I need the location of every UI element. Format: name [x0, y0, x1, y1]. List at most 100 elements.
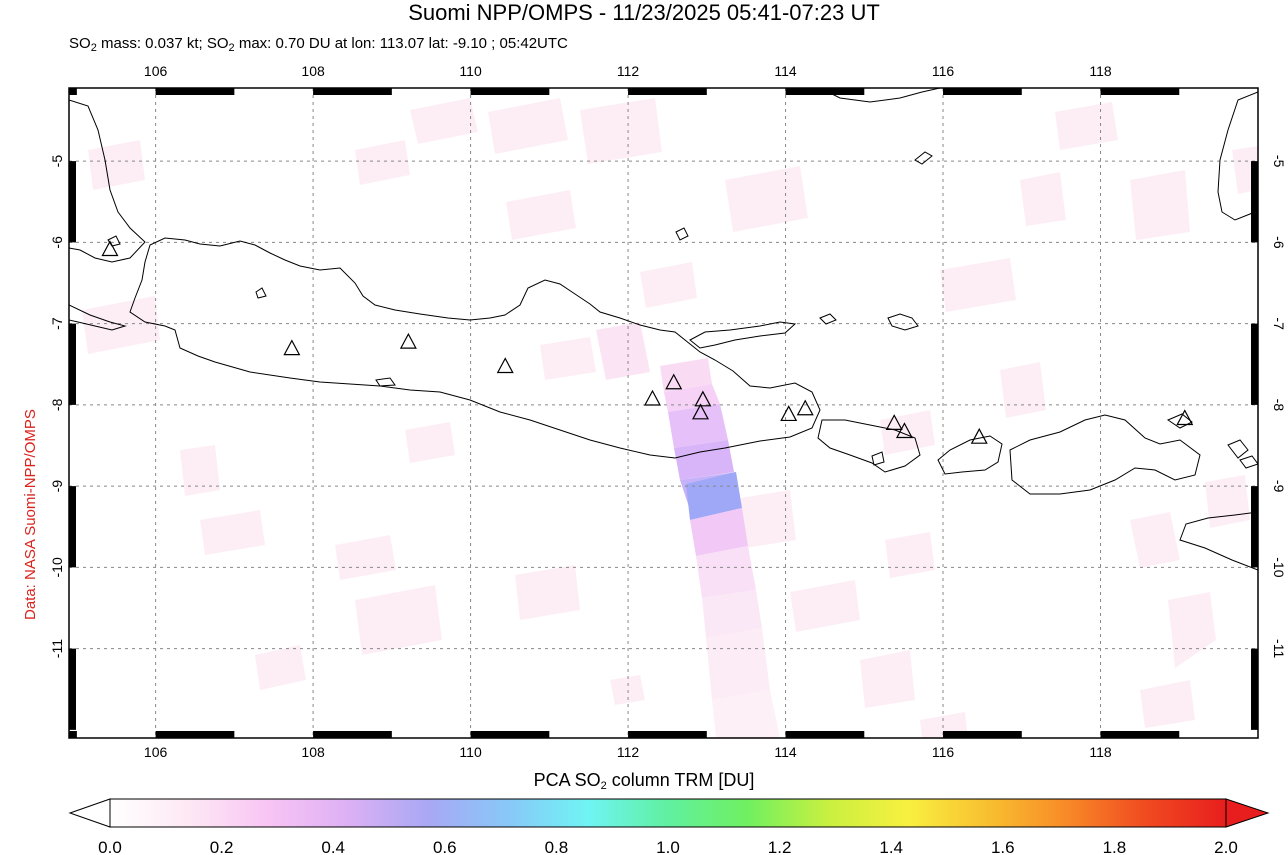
- so2-pixel: [668, 404, 728, 448]
- so2-pixel: [1168, 592, 1216, 668]
- so2-pixel: [506, 190, 576, 240]
- so2-pixel: [640, 262, 697, 308]
- kangean-island: [887, 313, 919, 331]
- small-island: [1166, 413, 1193, 429]
- volcano-marker: [101, 240, 119, 257]
- lon-label-top: 118: [1089, 63, 1112, 79]
- frame-band-bottom: [785, 731, 865, 738]
- so2-pixel: [702, 590, 762, 638]
- java-coastline: [129, 237, 821, 459]
- so2-pixel: [860, 650, 915, 708]
- lat-label-right: -9: [1271, 480, 1287, 493]
- bali-coastline: [817, 419, 921, 473]
- frame-band-bottom: [1100, 731, 1180, 738]
- frame-band-bottom: [943, 731, 1022, 738]
- frame-band-bottom: [155, 731, 235, 738]
- frame-band-left: [69, 323, 76, 405]
- so2-pixel: [1055, 102, 1118, 150]
- small-island: [1239, 455, 1258, 469]
- small-island: [375, 377, 396, 387]
- bawean-island: [675, 227, 689, 241]
- lon-label-bottom: 106: [144, 744, 168, 760]
- so2-pixel: [355, 140, 410, 185]
- volcano-marker: [692, 403, 710, 420]
- so2-pixel: [880, 410, 935, 455]
- so2-pixel: [660, 358, 712, 392]
- volcano-marker: [496, 357, 514, 374]
- so2-pixel: [88, 140, 145, 190]
- so2-pixel: [410, 98, 478, 144]
- frame-band-right: [1251, 323, 1258, 405]
- so2-pixel: [706, 628, 770, 700]
- frame-band-top: [69, 88, 77, 95]
- latitude-labels: -5 -5 -6 -6 -7 -7 -8 -8 -9 -9 -10 -10 -11 -11: [49, 155, 1287, 659]
- colorbar-tick-labels: 0.0 0.2 0.4 0.6 0.8 1.0 1.2 1.4 1.6 1.8 2.0: [98, 838, 1238, 855]
- so2-pixel: [674, 440, 734, 480]
- lat-label-left: -6: [49, 236, 65, 249]
- frame-band-bottom: [313, 731, 392, 738]
- frame-band-right: [1251, 161, 1258, 243]
- volcano-marker: [970, 427, 988, 444]
- volcano-marker: [780, 405, 798, 422]
- so2-pixel: [200, 510, 265, 555]
- lon-label-bottom: 112: [617, 744, 640, 760]
- colorbar-tick-label: 1.2: [768, 838, 792, 855]
- lat-label-left: -7: [49, 317, 65, 330]
- madura-coastline: [689, 321, 797, 349]
- so2-pixel: [596, 322, 650, 380]
- lat-label-left: -8: [49, 398, 65, 411]
- so2-pixel: [255, 645, 306, 690]
- so2-pixel: [335, 535, 396, 580]
- colorbar-under-arrow: [68, 798, 111, 828]
- lat-label-right: -10: [1271, 557, 1287, 577]
- colorbar: [68, 798, 1270, 828]
- lat-label-right: -7: [1271, 317, 1287, 330]
- small-island: [914, 151, 933, 165]
- volcano-marker: [796, 399, 814, 416]
- longitude-labels: 106 106 108 108 110 110 112 112 114 114 116 116 118 1…: [144, 63, 1112, 760]
- frame-band-top: [1100, 88, 1180, 95]
- colorbar-tick-label: 0.6: [433, 838, 457, 855]
- colorbar-tick-label: 0.8: [545, 838, 569, 855]
- lon-label-top: 112: [617, 63, 640, 79]
- kalimantan-coastline: [819, 88, 941, 103]
- frame-band-top: [785, 88, 865, 95]
- lon-label-top: 114: [774, 63, 797, 79]
- lon-label-top: 108: [301, 63, 325, 79]
- so2-pixel: [515, 565, 580, 620]
- lat-label-right: -5: [1271, 155, 1287, 168]
- colorbar-tick-label: 1.4: [879, 838, 903, 855]
- frame-band-bottom: [628, 731, 707, 738]
- so2-pixel: [885, 532, 935, 578]
- volcano-markers: [101, 240, 1194, 444]
- colorbar-tick-label: 1.0: [656, 838, 680, 855]
- lat-label-left: -9: [49, 480, 65, 493]
- lon-label-top: 106: [144, 63, 168, 79]
- lon-label-bottom: 118: [1089, 744, 1112, 760]
- frame-band-bottom: [470, 731, 550, 738]
- so2-pixel: [690, 508, 748, 556]
- frame-border: [68, 87, 1259, 739]
- volcano-marker: [665, 373, 683, 390]
- frame-band-left: [69, 486, 76, 568]
- volcano-marker: [1176, 409, 1194, 426]
- sumba-flores-coastline: [1179, 511, 1258, 571]
- coastlines: [69, 88, 1258, 571]
- so2-pixel: [1130, 512, 1180, 568]
- sumatra-tip: [69, 304, 127, 331]
- colorbar-tick-label: 0.0: [98, 838, 122, 855]
- lon-label-bottom: 110: [459, 744, 482, 760]
- frame-band-bottom: [69, 731, 77, 738]
- so2-pixel: [712, 690, 780, 738]
- colorbar-bar: [109, 798, 1227, 828]
- frame-band-top: [470, 88, 550, 95]
- graticule: [69, 88, 1258, 738]
- frame-band-top: [628, 88, 707, 95]
- so2-summary: SO2 mass: 0.037 kt; SO2 max: 0.70 DU at …: [69, 35, 568, 54]
- so2-pixel: [696, 546, 756, 598]
- so2-pixel: [1000, 362, 1046, 418]
- sumatra-coastline: [69, 99, 146, 263]
- small-island: [255, 287, 267, 299]
- lat-label-left: -10: [49, 557, 65, 577]
- frame-band-top: [155, 88, 235, 95]
